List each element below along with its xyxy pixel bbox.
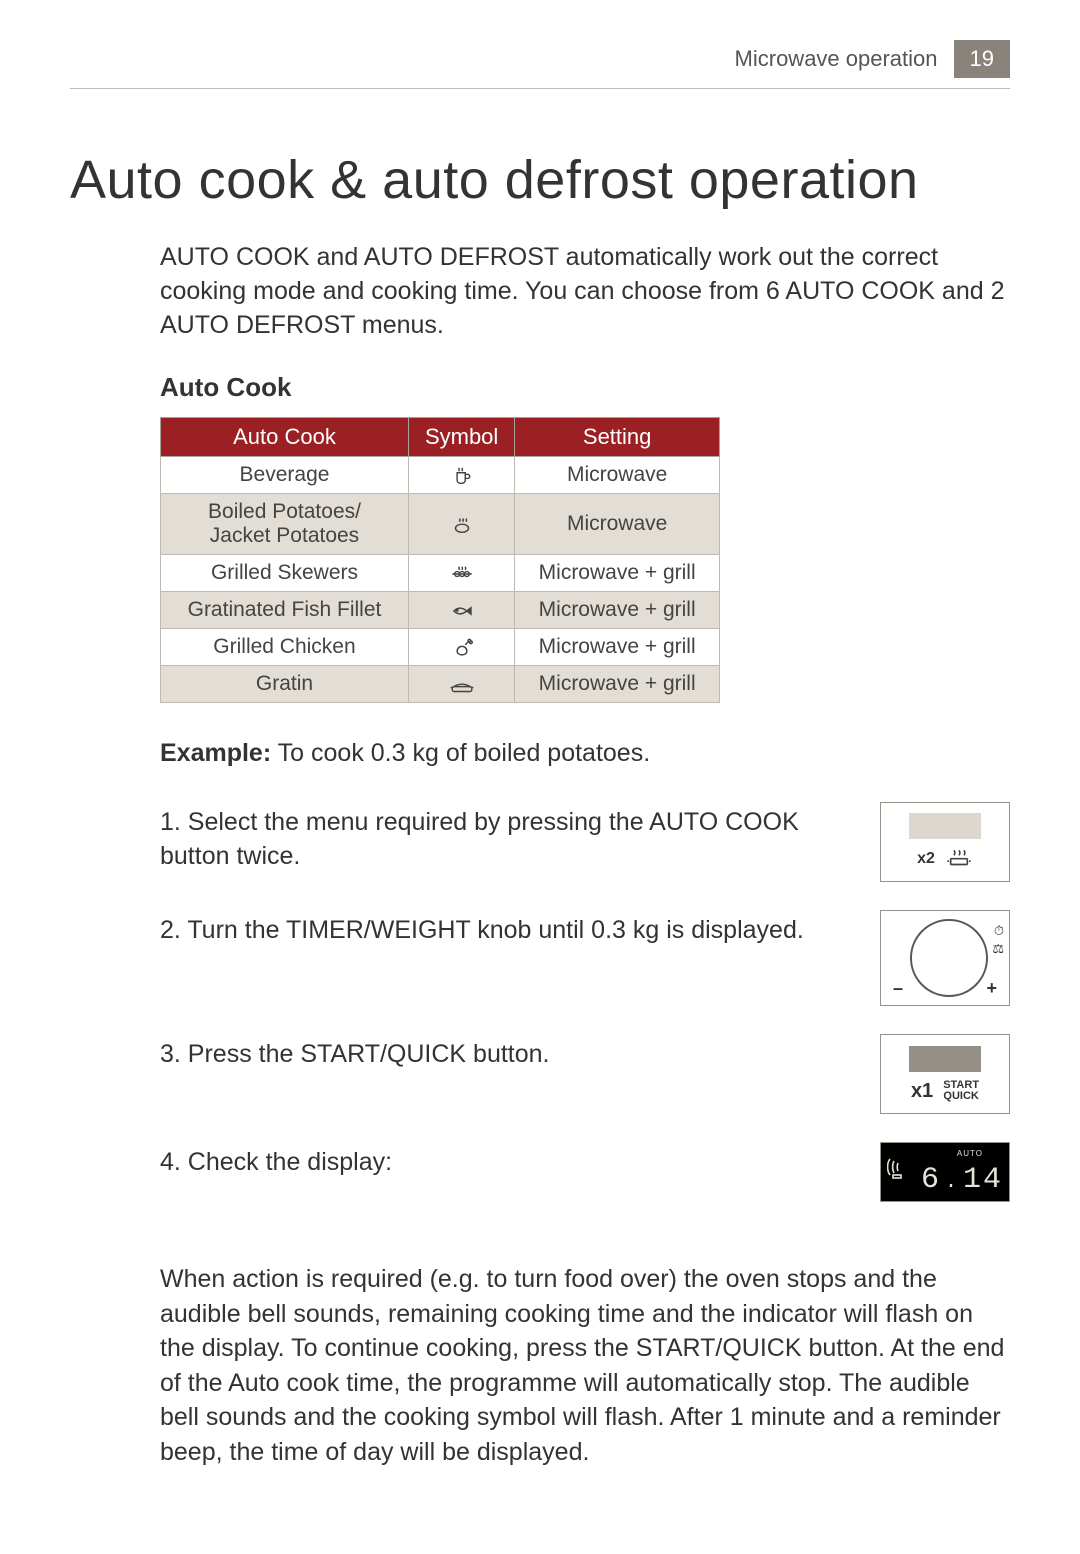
cell-name: Grilled Chicken xyxy=(161,629,409,666)
lcd-digits: 6.14 xyxy=(921,1165,1003,1195)
knob-wrap: – + ⏱ ⚖ xyxy=(887,919,1003,997)
potato-icon xyxy=(408,494,514,555)
skewer-icon xyxy=(408,555,514,592)
step-text: 1. Select the menu required by pressing … xyxy=(160,802,860,874)
cell-name: Boiled Potatoes/Jacket Potatoes xyxy=(161,494,409,555)
screen-placeholder xyxy=(909,1046,981,1072)
cell-setting: Microwave + grill xyxy=(515,555,720,592)
cell-setting: Microwave + grill xyxy=(515,666,720,703)
header: Microwave operation 19 xyxy=(70,40,1010,78)
page-number: 19 xyxy=(954,40,1010,78)
weight-icon: ⚖ xyxy=(992,941,1004,957)
th-symbol: Symbol xyxy=(408,418,514,457)
table-row: Beverage Microwave xyxy=(161,457,720,494)
screen-placeholder xyxy=(909,813,981,839)
figure-timer-knob: – + ⏱ ⚖ xyxy=(880,910,1010,1006)
start-quick-label: STARTQUICK xyxy=(943,1080,979,1102)
example-line: Example: To cook 0.3 kg of boiled potato… xyxy=(160,739,1010,768)
cell-name: Beverage xyxy=(161,457,409,494)
table-row: Gratinated Fish Fillet Microwave + grill xyxy=(161,592,720,629)
microwave-icon xyxy=(887,1155,913,1187)
step-row: 2. Turn the TIMER/WEIGHT knob until 0.3 … xyxy=(160,910,1010,1006)
step-text: 3. Press the START/QUICK button. xyxy=(160,1034,860,1072)
table-row: Grilled Skewers Microwave + grill xyxy=(161,555,720,592)
timer-knob xyxy=(910,919,988,997)
intro-text: AUTO COOK and AUTO DEFROST automatically… xyxy=(160,241,1010,342)
cell-name: Grilled Skewers xyxy=(161,555,409,592)
gratin-icon xyxy=(408,666,514,703)
table-row: Boiled Potatoes/Jacket Potatoes Microwav… xyxy=(161,494,720,555)
cell-name: Gratinated Fish Fillet xyxy=(161,592,409,629)
th-autocook: Auto Cook xyxy=(161,418,409,457)
steps: 1. Select the menu required by pressing … xyxy=(160,802,1010,1202)
page: Microwave operation 19 Auto cook & auto … xyxy=(0,0,1080,1554)
figure-lcd-display: AUTO 6.14 xyxy=(880,1142,1010,1202)
cell-name: Gratin xyxy=(161,666,409,703)
step-row: 4. Check the display: AUTO 6.14 xyxy=(160,1142,1010,1202)
autocook-heading: Auto Cook xyxy=(160,372,1010,403)
step-row: 3. Press the START/QUICK button. x1 STAR… xyxy=(160,1034,1010,1114)
note-text: When action is required (e.g. to turn fo… xyxy=(160,1262,1010,1469)
header-rule xyxy=(70,88,1010,89)
example-label: Example: xyxy=(160,739,271,767)
header-section: Microwave operation xyxy=(735,46,938,72)
cell-setting: Microwave + grill xyxy=(515,592,720,629)
step-text: 4. Check the display: xyxy=(160,1142,860,1180)
press-count: x1 xyxy=(911,1080,933,1103)
autocook-table: Auto Cook Symbol Setting Beverage Microw… xyxy=(160,417,720,703)
step-row: 1. Select the menu required by pressing … xyxy=(160,802,1010,882)
table-row: Gratin Microwave + grill xyxy=(161,666,720,703)
body: AUTO COOK and AUTO DEFROST automatically… xyxy=(70,241,1010,1469)
fish-icon xyxy=(408,592,514,629)
table-row: Grilled Chicken Microwave + grill xyxy=(161,629,720,666)
cell-setting: Microwave + grill xyxy=(515,629,720,666)
steam-icon xyxy=(945,847,973,872)
lcd-auto-label: AUTO xyxy=(957,1149,983,1158)
example-text: To cook 0.3 kg of boiled potatoes. xyxy=(278,739,650,767)
figure-start-button: x1 STARTQUICK xyxy=(880,1034,1010,1114)
figure-caption: x2 xyxy=(917,847,973,872)
cup-icon xyxy=(408,457,514,494)
page-title: Auto cook & auto defrost operation xyxy=(70,149,1010,211)
figure-autocook-button: x2 xyxy=(880,802,1010,882)
figure-caption: x1 STARTQUICK xyxy=(911,1080,979,1103)
table-header-row: Auto Cook Symbol Setting xyxy=(161,418,720,457)
cell-setting: Microwave xyxy=(515,457,720,494)
press-count: x2 xyxy=(917,850,935,868)
knob-plus: + xyxy=(986,978,997,999)
th-setting: Setting xyxy=(515,418,720,457)
chicken-icon xyxy=(408,629,514,666)
knob-minus: – xyxy=(893,978,903,999)
clock-icon: ⏱ xyxy=(994,923,1004,939)
cell-setting: Microwave xyxy=(515,494,720,555)
step-text: 2. Turn the TIMER/WEIGHT knob until 0.3 … xyxy=(160,910,860,948)
